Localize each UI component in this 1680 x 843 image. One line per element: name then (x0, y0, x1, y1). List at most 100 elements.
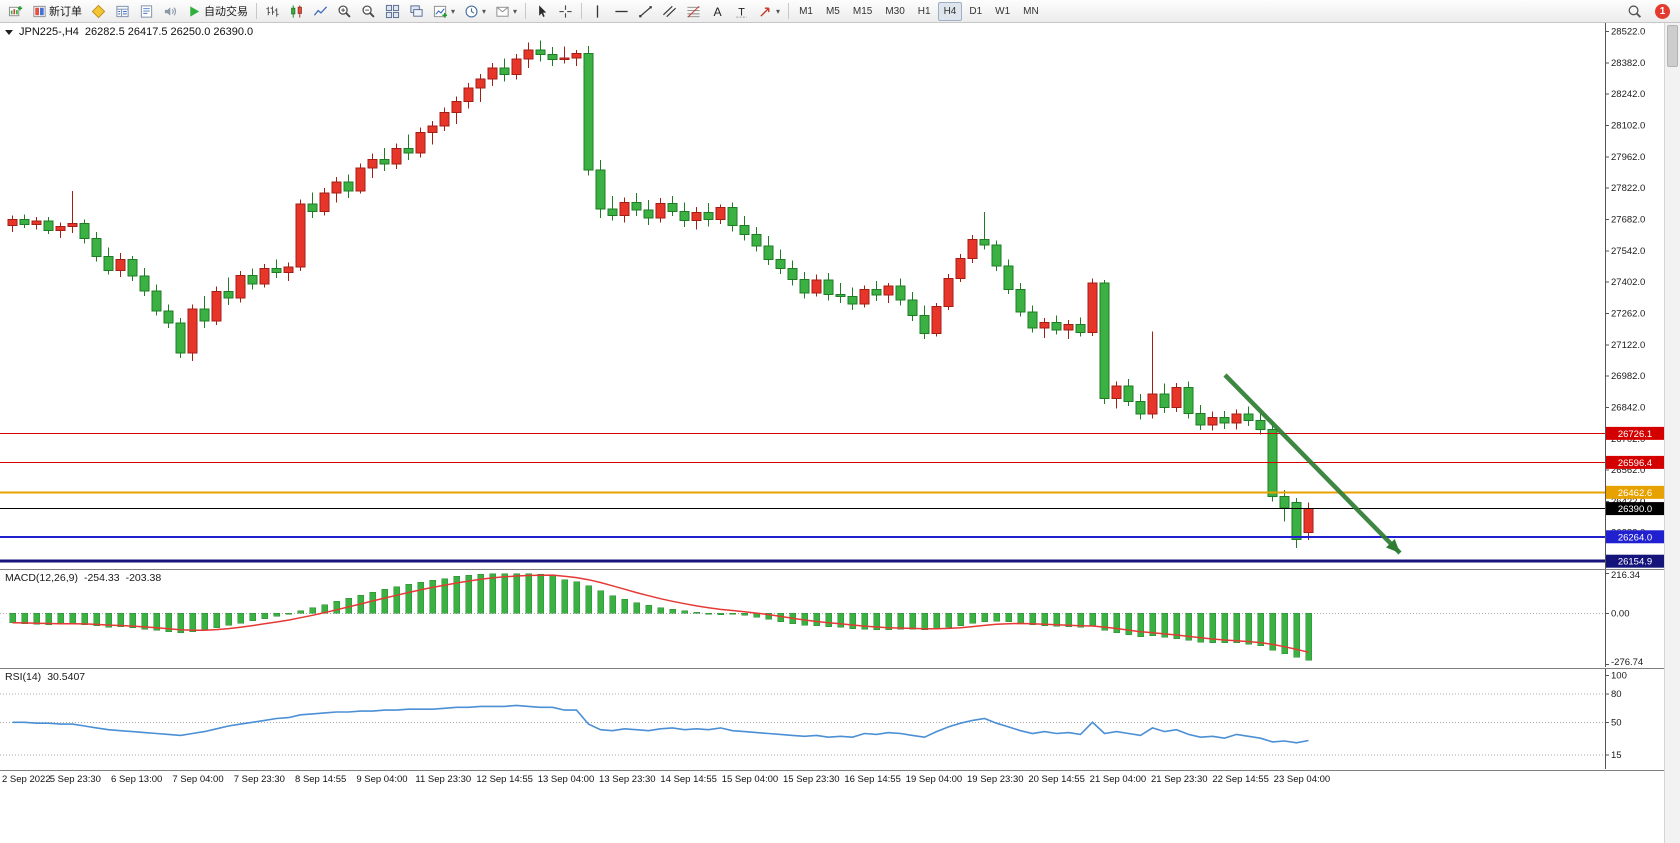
time-label: 12 Sep 14:55 (476, 774, 533, 785)
macd-panel[interactable]: 216.34 0.00 -276.74 MACD(12,26,9) -254.33 … (0, 569, 1664, 668)
timeframe-m15[interactable]: M15 (852, 5, 873, 17)
candle-body (175, 322, 186, 354)
macd-bar (1233, 613, 1240, 644)
timeframe-m1[interactable]: M1 (799, 5, 813, 17)
channel-tool-icon[interactable] (658, 0, 681, 22)
vertical-scrollbar[interactable] (1664, 23, 1680, 843)
candle-body (523, 49, 534, 60)
time-axis[interactable]: 2 Sep 2022 5 Sep 23:30 6 Sep 13:00 7 Sep 04… (0, 770, 1664, 790)
autotrading-button[interactable]: 自动交易 (183, 0, 252, 22)
candle-body (859, 289, 870, 305)
indicators-menu-icon[interactable]: ▾ (429, 0, 459, 22)
price-line-badge[interactable]: 26154.9 (1606, 554, 1664, 568)
timeframe-mn[interactable]: MN (1023, 5, 1039, 17)
new-order-button-label: 新订单 (49, 6, 82, 18)
time-label: 19 Sep 04:00 (905, 774, 963, 785)
candle-body (547, 53, 558, 60)
vertical-line-tool-icon[interactable] (586, 0, 609, 22)
fibonacci-tool-icon[interactable] (682, 0, 705, 22)
time-label: 7 Sep 23:30 (233, 774, 285, 785)
symbol-dropdown-icon[interactable] (5, 29, 13, 35)
macd-bar (273, 613, 280, 617)
timeframe-m30[interactable]: M30 (885, 5, 905, 17)
macd-bar (1005, 613, 1012, 623)
macd-bar (405, 583, 412, 614)
text-tool-icon[interactable]: A (706, 0, 729, 22)
macd-bar (393, 586, 400, 614)
price-chart[interactable]: 28522.0 28382.0 28242.0 28102.0 27962.0 27822… (0, 23, 1664, 569)
price-tick-label: 28522.0 (1611, 27, 1645, 38)
broadcast-icon[interactable] (159, 0, 182, 22)
candlestick-chart-icon[interactable] (285, 0, 308, 22)
macd-bar (81, 613, 88, 625)
timeframe-d1[interactable]: D1 (969, 5, 983, 17)
dropdown-caret-icon[interactable]: ▾ (451, 6, 456, 16)
price-line-badge[interactable]: 26264.0 (1606, 530, 1664, 544)
price-chart-panel[interactable]: 28522.0 28382.0 28242.0 28102.0 27962.0 27822… (0, 23, 1664, 569)
zoom-in-icon[interactable] (333, 0, 356, 22)
candle-body (727, 206, 738, 227)
horizontal-line-tool-icon[interactable] (610, 0, 633, 22)
bar-chart-icon[interactable] (261, 0, 284, 22)
candle-body (1111, 385, 1122, 399)
crosshair-tool-icon[interactable] (554, 0, 577, 22)
macd-bar (141, 613, 148, 630)
dropdown-caret-icon[interactable]: ▾ (776, 6, 781, 16)
timeframe-w1[interactable]: W1 (995, 5, 1011, 17)
macd-bar (969, 613, 976, 624)
candle-body (1255, 419, 1266, 430)
price-line-badge[interactable]: 26726.1 (1606, 426, 1664, 440)
label-tool-icon[interactable]: T (730, 0, 753, 22)
templates-menu-icon[interactable]: ▾ (491, 0, 521, 22)
data-window-icon[interactable] (135, 0, 158, 22)
candle-body (211, 291, 222, 322)
line-chart-icon[interactable] (309, 0, 332, 22)
timeframe-h1[interactable]: H1 (917, 5, 931, 17)
cursor-tool-icon[interactable] (530, 0, 553, 22)
candle-body (943, 278, 954, 308)
new-chart-icon[interactable] (4, 0, 27, 22)
arrowhead-icon (1386, 538, 1400, 553)
candle-body (79, 222, 90, 239)
trendline-tool-icon[interactable] (634, 0, 657, 22)
rsi-panel[interactable]: 100 80 50 15 RSI(14) 30.5407 (0, 668, 1664, 770)
market-watch-icon (115, 4, 130, 19)
time-label: 8 Sep 14:55 (295, 774, 347, 785)
autotrading-button-label: 自动交易 (204, 6, 248, 18)
template-icon (495, 4, 510, 19)
timeframe-h4[interactable]: H4 (937, 1, 963, 21)
arrows-tool-icon[interactable]: ▾ (754, 0, 784, 22)
candle-body (1243, 413, 1254, 421)
candle-body (1231, 413, 1242, 424)
notification-badge[interactable]: 1 (1655, 3, 1670, 19)
price-line-badge[interactable]: 26390.0 (1606, 502, 1664, 516)
macd-bar (765, 613, 772, 620)
macd-bar (189, 613, 196, 633)
rsi-chart[interactable]: 100 80 50 15 (0, 669, 1664, 769)
metaeditor-icon[interactable] (87, 0, 110, 22)
market-watch-icon[interactable] (111, 0, 134, 22)
dropdown-caret-icon[interactable]: ▾ (482, 6, 487, 16)
macd-axis[interactable]: 216.34 0.00 -276.74 (1605, 570, 1643, 667)
tile-windows-icon[interactable] (381, 0, 404, 22)
macd-bar (225, 613, 232, 626)
price-line-badge[interactable]: 26462.6 (1606, 485, 1664, 499)
arrow-annotation[interactable] (1223, 373, 1402, 555)
macd-bar (1305, 613, 1312, 661)
periods-menu-icon[interactable]: ▾ (460, 0, 490, 22)
dropdown-caret-icon[interactable]: ▾ (513, 6, 518, 16)
zoom-out-icon[interactable] (357, 0, 380, 22)
candle-body (331, 181, 342, 194)
rsi-axis[interactable]: 100 80 50 15 (1605, 671, 1627, 761)
search-icon[interactable] (1623, 0, 1646, 22)
candle-body (199, 308, 210, 322)
cascade-windows-icon[interactable] (405, 0, 428, 22)
new-order-button[interactable]: 新订单 (28, 0, 86, 22)
scrollbar-thumb[interactable] (1667, 25, 1678, 67)
svg-text:26390.0: 26390.0 (1618, 504, 1652, 515)
candle-body (715, 206, 726, 220)
macd-chart[interactable]: 216.34 0.00 -276.74 (0, 570, 1664, 667)
candle-body (895, 285, 906, 301)
price-line-badge[interactable]: 26596.4 (1606, 455, 1664, 469)
timeframe-m5[interactable]: M5 (825, 5, 840, 17)
